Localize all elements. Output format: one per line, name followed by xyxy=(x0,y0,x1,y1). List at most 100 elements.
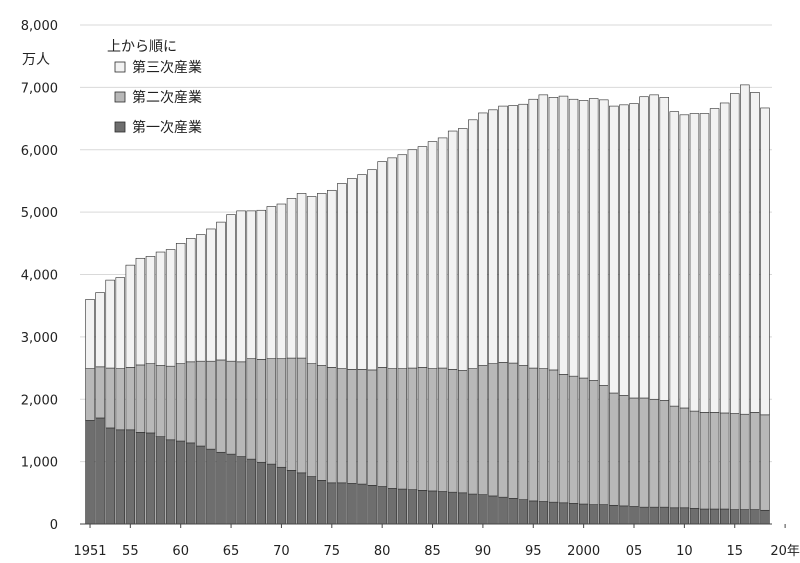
bar-segment xyxy=(165,365,176,441)
bar-segment xyxy=(498,496,508,525)
bar-segment xyxy=(155,365,166,437)
x-tick-label: 15 xyxy=(726,544,743,559)
bar-segment xyxy=(95,417,105,525)
bar-segment xyxy=(740,509,750,525)
bar-segment xyxy=(266,463,277,525)
y-tick-label: 6,000 xyxy=(21,144,58,159)
bar-segment xyxy=(730,93,740,414)
bar-segment xyxy=(316,480,327,525)
bar-segment xyxy=(719,102,730,414)
bar-segment xyxy=(488,363,498,497)
x-tick-label: 75 xyxy=(324,544,341,559)
bar-segment xyxy=(387,368,397,489)
bar-segment xyxy=(669,111,680,407)
bar-segment xyxy=(246,210,256,360)
bar-segment xyxy=(447,369,458,493)
x-tick-label: 70 xyxy=(273,544,290,559)
bar-segment xyxy=(669,405,680,509)
y-tick-label: 4,000 xyxy=(21,269,58,284)
bar-segment xyxy=(387,157,397,369)
bar-segment xyxy=(669,507,680,525)
stacked-bars xyxy=(85,84,770,525)
bar-segment xyxy=(750,92,760,413)
bar-segment xyxy=(538,368,549,502)
bar-segment xyxy=(689,508,700,525)
bar-segment xyxy=(528,367,539,502)
bar-segment xyxy=(226,360,236,455)
bar-segment xyxy=(337,368,347,484)
bar-segment xyxy=(719,508,730,525)
bar-segment xyxy=(186,361,196,444)
bar-segment xyxy=(125,264,136,368)
bar-segment xyxy=(699,508,710,525)
bar-segment xyxy=(85,299,95,369)
bar-segment xyxy=(367,485,377,525)
bar-segment xyxy=(740,413,750,510)
bar-segment xyxy=(498,362,508,498)
bar-segment xyxy=(629,506,639,525)
bar-segment xyxy=(397,368,408,490)
bar-segment xyxy=(407,367,418,490)
bar-segment xyxy=(196,445,206,525)
bar-segment xyxy=(588,98,599,381)
bar-segment xyxy=(548,369,559,503)
bar-segment xyxy=(397,488,408,525)
bar-segment xyxy=(105,367,115,429)
bar-segment xyxy=(468,368,478,495)
y-tick-label: 8,000 xyxy=(21,19,58,34)
bar-segment xyxy=(145,432,156,525)
bar-segment xyxy=(447,130,458,370)
bar-segment xyxy=(478,494,488,525)
bar-segment xyxy=(709,108,720,413)
bar-segment xyxy=(649,506,659,525)
bar-segment xyxy=(750,509,760,525)
bar-segment xyxy=(377,367,387,487)
bar-segment xyxy=(458,492,468,525)
bar-segment xyxy=(316,365,327,481)
bar-segment xyxy=(679,507,690,525)
bar-segment xyxy=(548,97,559,371)
legend-label: 第二次産業 xyxy=(132,89,202,106)
bar-segment xyxy=(357,174,367,370)
bar-segment xyxy=(619,104,629,396)
bar-segment xyxy=(568,98,579,377)
bar-segment xyxy=(568,375,579,504)
bar-segment xyxy=(518,365,528,500)
bar-segment xyxy=(206,228,216,362)
bar-segment xyxy=(760,107,770,416)
bar-segment xyxy=(85,420,95,525)
bar-segment xyxy=(588,504,599,525)
bar-segment xyxy=(337,183,347,369)
bar-segment xyxy=(730,509,740,525)
bar-segment xyxy=(488,109,498,364)
bar-segment xyxy=(427,490,438,525)
bar-segment xyxy=(175,440,186,525)
bar-segment xyxy=(276,358,287,468)
bar-segment xyxy=(95,366,105,419)
bar-segment xyxy=(427,368,438,492)
x-tick-label: 55 xyxy=(122,544,139,559)
bar-segment xyxy=(659,97,669,401)
bar-segment xyxy=(286,357,297,471)
bar-segment xyxy=(468,493,478,525)
bar-segment xyxy=(226,214,236,362)
bar-segment xyxy=(750,412,760,510)
bar-segment xyxy=(719,412,730,510)
bar-segment xyxy=(427,141,438,369)
bar-segment xyxy=(568,503,579,525)
bar-segment xyxy=(115,429,125,525)
bar-segment xyxy=(236,210,246,363)
bar-segment xyxy=(478,365,488,495)
bar-segment xyxy=(538,94,549,369)
bar-segment xyxy=(558,502,569,525)
bar-segment xyxy=(85,368,95,421)
bar-segment xyxy=(387,488,397,525)
x-tick-label: 1951 xyxy=(73,544,106,559)
legend-title: 上から順に xyxy=(107,39,177,55)
bar-segment xyxy=(639,96,649,399)
bar-segment xyxy=(347,483,357,525)
bar-segment xyxy=(518,103,528,366)
bar-segment xyxy=(125,367,136,431)
bar-segment xyxy=(478,112,488,366)
